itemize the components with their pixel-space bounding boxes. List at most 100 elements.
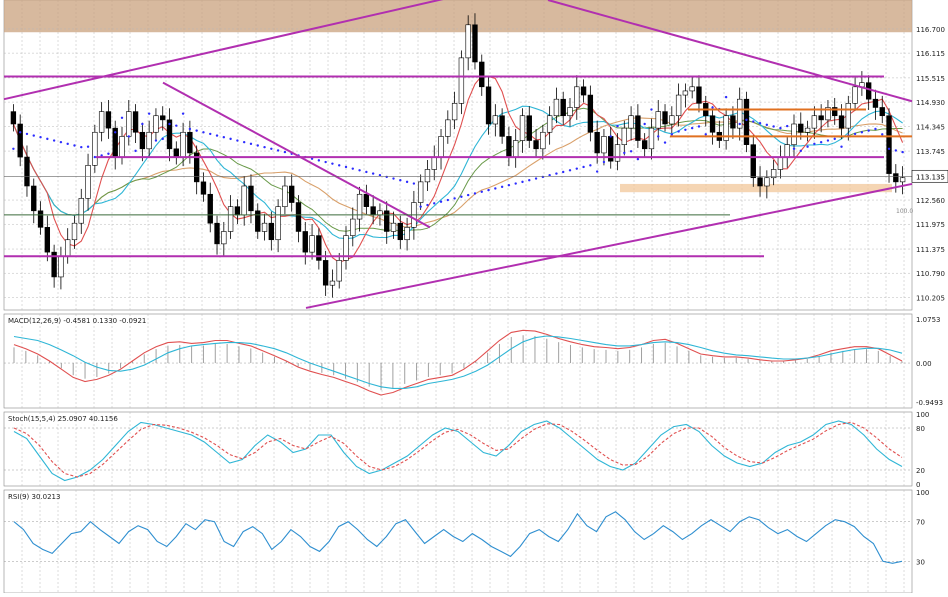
panel-frame — [3, 0, 913, 311]
sar-dot — [154, 139, 158, 142]
candle-body — [465, 24, 471, 59]
candle-body — [879, 107, 885, 117]
candle-body — [180, 131, 186, 158]
sar-dot — [263, 145, 266, 149]
price-tick-label: 114.345 — [916, 123, 945, 131]
candle-body — [302, 231, 308, 253]
sar-dot — [650, 108, 653, 111]
sar-dot — [901, 150, 904, 154]
sar-dot — [887, 147, 891, 150]
sar-dot — [114, 131, 117, 134]
sar-dot — [202, 131, 205, 134]
sar-dot — [738, 122, 741, 126]
candle-body — [343, 235, 349, 261]
sar-dot — [494, 187, 497, 190]
panel-frame — [3, 411, 913, 487]
candle-body — [709, 115, 716, 133]
sar-dot — [670, 133, 674, 136]
macd-series-line — [13, 335, 903, 389]
sar-dot — [616, 124, 619, 128]
candle-body — [363, 193, 370, 207]
candle-body — [126, 111, 132, 137]
candle-body — [193, 152, 200, 183]
price-tick-label: 115.515 — [916, 75, 945, 83]
sar-dot — [779, 126, 782, 130]
candle-body — [350, 218, 356, 236]
candle-body — [139, 131, 146, 150]
candle-body — [356, 193, 363, 220]
candle-body — [275, 206, 281, 241]
candle-body — [675, 94, 682, 117]
candle-body — [309, 235, 315, 253]
sar-dot — [46, 137, 49, 141]
sar-dot — [412, 182, 416, 185]
candle-body — [662, 111, 668, 125]
sar-dot — [833, 137, 836, 141]
sar-dot — [229, 137, 232, 141]
sar-dot — [147, 112, 151, 115]
candle-body — [723, 115, 729, 141]
candle-body — [44, 227, 51, 253]
sar-dot — [358, 169, 361, 172]
candle-body — [71, 222, 78, 241]
sar-dot — [25, 132, 29, 136]
candle-body — [431, 156, 437, 170]
sar-dot — [18, 131, 22, 134]
sar-dot — [623, 151, 626, 155]
candle-body — [234, 206, 241, 216]
sar-dot — [595, 170, 599, 173]
sar-dot — [324, 160, 327, 164]
sar-dot — [120, 116, 124, 120]
candle-body — [166, 119, 173, 150]
candle-body — [757, 177, 763, 187]
sar-dot — [276, 149, 280, 152]
candle-body — [865, 82, 872, 100]
price-tick-label: 116.115 — [916, 50, 945, 58]
candle-body — [893, 173, 899, 183]
sar-dot — [500, 185, 504, 189]
sar-dot — [66, 142, 69, 146]
sar-dot — [589, 164, 592, 167]
candle-body — [322, 260, 329, 286]
rsi-label: RSI(9) 30.0213 — [8, 493, 60, 501]
sar-dot — [752, 120, 755, 123]
candle-body — [390, 222, 397, 232]
candle-body — [173, 148, 179, 158]
candle-body — [784, 144, 790, 158]
sar-dot — [799, 149, 802, 153]
candle-body — [770, 169, 777, 179]
sar-dot — [528, 179, 531, 182]
sar-dot — [161, 137, 164, 141]
macd-tick-label: 1.0753 — [916, 316, 941, 324]
candle-body — [37, 210, 44, 228]
price-tick-label: 111.975 — [916, 221, 945, 229]
candle-body — [540, 131, 546, 150]
sar-dot — [107, 152, 110, 155]
sar-dot — [758, 121, 762, 125]
price-tick-label: 114.930 — [916, 99, 945, 107]
candle-body — [499, 115, 505, 137]
candle-body — [682, 90, 689, 96]
candle-body — [17, 123, 23, 158]
sar-dot — [310, 157, 314, 160]
rsi-tick-label: 70 — [916, 519, 925, 527]
candle-body — [696, 86, 702, 104]
candle-body — [635, 115, 641, 141]
candle-body — [472, 24, 478, 63]
sar-dot — [684, 128, 687, 131]
rsi-tick-label: 30 — [916, 558, 925, 566]
macd-series-line — [13, 329, 903, 396]
candle-body — [838, 115, 845, 129]
rsi-tick-label: 100 — [916, 489, 929, 497]
sar-dot — [338, 164, 341, 167]
sar-dot — [555, 172, 558, 175]
candle-body — [160, 115, 166, 121]
candle-body — [614, 144, 621, 162]
sar-dot — [704, 133, 707, 136]
candle-body — [492, 115, 499, 125]
sar-dot — [473, 192, 477, 195]
price-tick-label: 116.700 — [916, 26, 945, 34]
support-zone — [620, 183, 892, 193]
candle-body — [648, 127, 655, 150]
candle-body — [65, 239, 71, 257]
